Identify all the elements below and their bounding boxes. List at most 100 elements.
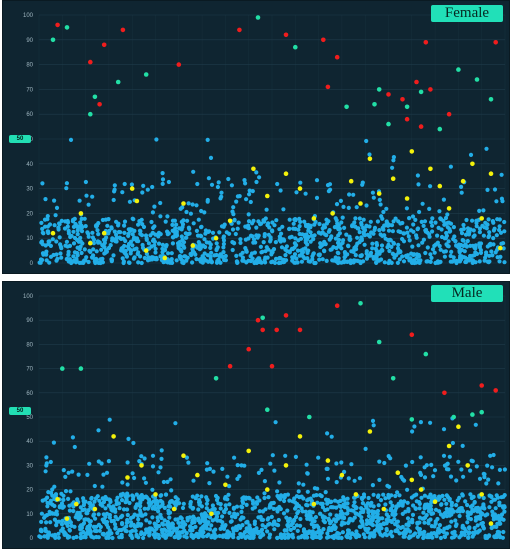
data-point-blue [411,252,416,257]
data-point-blue [186,460,191,465]
data-point-blue [83,224,88,229]
data-point-blue [169,488,174,493]
data-point-blue [468,468,473,473]
data-point-blue [120,256,125,261]
data-point-blue [170,222,175,227]
data-point-blue [439,502,444,507]
data-point-blue [275,535,280,541]
data-point-blue [397,257,402,262]
data-point-blue [486,217,491,222]
data-point-blue [195,233,201,238]
data-point-blue [84,193,89,198]
data-point-blue [106,534,111,539]
data-point-blue [106,231,111,236]
data-point-blue [461,474,466,479]
data-point-blue [112,229,117,234]
data-point-blue [261,240,266,245]
data-point-blue [481,208,486,213]
data-point-blue [385,518,390,524]
y-tick-label: 50 [26,415,33,421]
data-point-yellow [348,178,354,184]
data-point-blue [106,459,111,464]
data-point-blue [422,475,428,480]
data-point-blue [490,253,495,258]
data-point-blue [430,247,436,252]
data-point-blue [494,493,499,498]
data-point-blue [477,230,482,235]
data-point-blue [150,464,156,469]
data-point-blue [46,490,51,495]
data-point-blue [489,249,494,254]
data-point-red [97,102,102,107]
data-point-blue [43,243,48,248]
data-point-blue [262,479,267,484]
data-point-blue [60,518,65,523]
data-point-blue [420,201,425,206]
data-point-blue [433,531,438,537]
y-tick-label: 90 [26,318,33,324]
data-point-blue [221,235,226,240]
data-point-blue [415,173,420,178]
data-point-blue [454,522,459,527]
data-point-blue [248,526,253,531]
data-point-blue [346,520,351,525]
data-point-red [176,62,182,67]
data-point-blue [424,259,429,264]
data-point-blue [455,498,460,503]
data-point-blue [282,532,287,537]
data-point-blue [388,531,393,536]
data-point-blue [194,257,199,262]
data-point-blue [334,480,339,485]
data-point-blue [156,230,162,235]
data-point-blue [354,529,359,534]
data-point-blue [205,137,210,142]
data-point-blue [43,197,48,202]
data-point-blue [370,246,375,251]
data-point-blue [430,511,436,516]
data-point-blue [327,228,332,233]
data-point-blue [259,250,264,255]
data-point-blue [60,505,65,510]
data-point-yellow [101,230,107,236]
data-point-blue [334,202,340,207]
data-point-blue [292,241,297,246]
data-point-blue [456,459,461,464]
data-point-yellow [409,477,415,483]
data-point-blue [109,259,114,264]
data-point-blue [75,228,80,233]
data-point-blue [435,516,440,522]
data-point-yellow [325,458,331,463]
data-point-blue [92,483,97,489]
data-point-blue [190,506,195,511]
data-point-blue [252,250,257,255]
data-point-blue [186,201,191,206]
data-point-red [297,327,303,333]
data-point-blue [214,511,219,516]
data-point-blue [231,240,237,246]
data-point-blue [214,241,219,246]
data-point-blue [74,534,79,540]
data-point-blue [263,507,268,512]
data-point-blue [113,526,118,531]
data-point-blue [295,260,300,265]
data-point-blue [465,520,470,525]
data-point-blue [250,221,255,226]
data-point-blue [357,216,362,221]
data-point-blue [115,530,120,536]
data-point-blue [411,229,416,234]
data-point-blue [407,238,412,243]
data-point-blue [473,250,478,255]
data-point-blue [184,455,189,460]
data-point-blue [324,233,329,238]
data-point-yellow [367,429,373,434]
data-point-blue [441,427,447,432]
data-point-blue [221,250,226,255]
data-point-blue [147,526,152,531]
data-point-blue [446,239,451,244]
data-point-blue [386,228,392,233]
data-point-blue [262,232,267,237]
data-point-blue [128,239,134,244]
data-point-blue [219,190,224,195]
data-point-blue [64,239,69,244]
data-point-blue [160,181,165,186]
